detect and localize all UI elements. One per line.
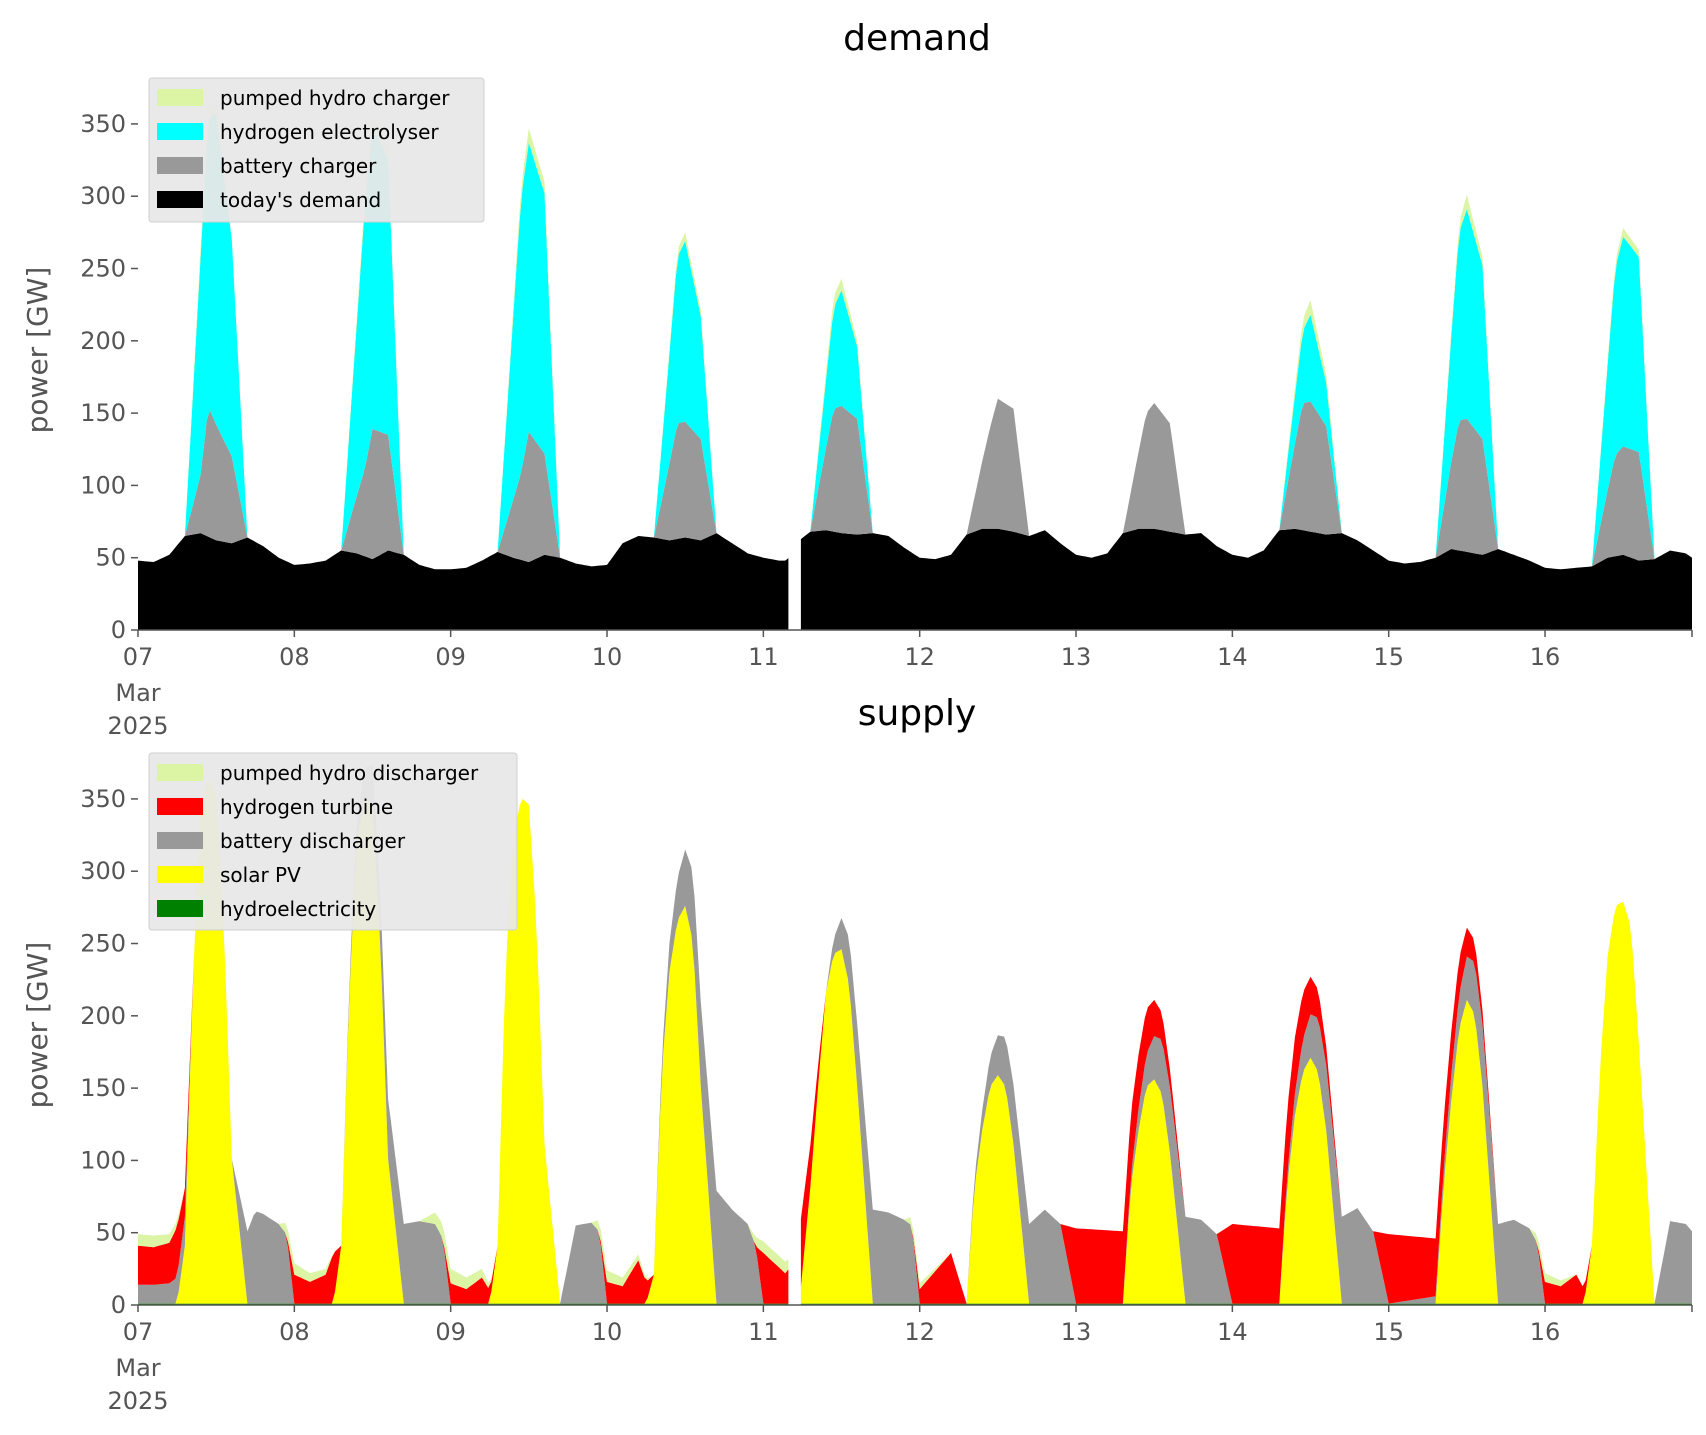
demand-y-tick-label: 0	[111, 616, 126, 644]
supply-y-tick-label: 200	[80, 1002, 126, 1030]
demand-x-tick-label: 15	[1373, 643, 1404, 671]
supply-x-tick-label: 16	[1530, 1318, 1561, 1346]
supply-y-tick-label: 350	[80, 785, 126, 813]
supply-x-tick-label: 11	[748, 1318, 779, 1346]
demand-areas	[138, 105, 1692, 630]
demand-panel: demand power [GW] 0501001502002503003500…	[21, 18, 1693, 740]
supply-legend-label-hydrogen-turbine: hydrogen turbine	[220, 795, 393, 819]
demand-x-tick-label: 08	[279, 643, 310, 671]
supply-y-tick-label: 150	[80, 1074, 126, 1102]
supply-legend-swatch-hydrogen-turbine	[157, 798, 203, 815]
supply-x-tick-label: 14	[1217, 1318, 1248, 1346]
demand-x-tick-label: 16	[1530, 643, 1561, 671]
supply-legend-box	[148, 752, 518, 931]
demand-area-today-s-demand-seg0	[138, 533, 789, 630]
supply-legend-swatch-hydroelectricity	[157, 900, 203, 917]
supply-y-tick-label: 300	[80, 857, 126, 885]
demand-ylabel: power [GW]	[21, 267, 54, 434]
demand-legend-swatch-battery-charger	[157, 157, 203, 174]
supply-panel: supply power [GW] 0501001502002503003500…	[21, 693, 1693, 1415]
demand-area-battery-charger-seg1	[800, 398, 1692, 570]
supply-title: supply	[858, 693, 977, 734]
supply-x-tick-label: 07	[123, 1318, 154, 1346]
demand-y-tick-label: 300	[80, 182, 126, 210]
supply-legend: pumped hydro discharger hydrogen turbine b…	[148, 752, 518, 931]
supply-legend-swatch-battery-discharger	[157, 832, 203, 849]
demand-y-tick-label: 100	[80, 471, 126, 499]
demand-x-tick-label: 12	[904, 643, 935, 671]
supply-x-tick-label: 12	[904, 1318, 935, 1346]
demand-y-tick-label: 50	[95, 544, 126, 572]
supply-x-tick-sublabel: Mar	[115, 1354, 160, 1382]
supply-x-tick-label: 10	[592, 1318, 623, 1346]
supply-y-tick-label: 100	[80, 1146, 126, 1174]
demand-legend-label-pumped-hydro-charger: pumped hydro charger	[220, 86, 450, 110]
demand-title: demand	[843, 18, 991, 59]
supply-area-battery-discharger-seg1	[800, 901, 1692, 1304]
demand-x-tick-label: 11	[748, 643, 779, 671]
demand-legend-box	[148, 77, 485, 223]
demand-legend-swatch-today-s-demand	[157, 191, 203, 208]
supply-x-tick-label: 08	[279, 1318, 310, 1346]
demand-area-today-s-demand-seg1	[800, 528, 1692, 630]
supply-y-tick-label: 250	[80, 930, 126, 958]
demand-legend-label-hydrogen-electrolyser: hydrogen electrolyser	[220, 120, 439, 144]
demand-legend-label-battery-charger: battery charger	[220, 154, 377, 178]
demand-y-tick-label: 350	[80, 110, 126, 138]
supply-legend-swatch-pumped-hydro-discharger	[157, 764, 203, 781]
supply-legend-label-battery-discharger: battery discharger	[220, 829, 406, 853]
supply-x-tick-label: 13	[1061, 1318, 1092, 1346]
supply-legend-label-pumped-hydro-discharger: pumped hydro discharger	[220, 761, 479, 785]
demand-x-tick-sublabel: Mar	[115, 679, 160, 707]
supply-x-tick-label: 15	[1373, 1318, 1404, 1346]
demand-legend-swatch-pumped-hydro-charger	[157, 89, 203, 106]
supply-area-battery-discharger-seg0	[138, 764, 789, 1304]
supply-area-solar-pv-seg1	[800, 901, 1692, 1304]
demand-x-tick-label: 14	[1217, 643, 1248, 671]
demand-area-hydrogen-electrolyser-seg1	[800, 209, 1692, 570]
supply-legend-label-hydroelectricity: hydroelectricity	[220, 897, 376, 921]
demand-y-tick-label: 150	[80, 399, 126, 427]
demand-legend-swatch-hydrogen-electrolyser	[157, 123, 203, 140]
demand-x-tick-label: 10	[592, 643, 623, 671]
supply-axes: 0 50 100 150 200 250 300 350 07 08 09 10 11 12 13 14 15 1…	[80, 785, 1693, 1415]
demand-x-tick-label: 09	[435, 643, 466, 671]
demand-x-tick-sublabel: 2025	[107, 712, 168, 740]
demand-y-tick-label: 200	[80, 327, 126, 355]
demand-y-tick-label: 250	[80, 255, 126, 283]
supply-legend-label-solar-pv: solar PV	[220, 863, 301, 887]
demand-axes: 0 50 100 150 200 250 300 350 07 08 09 10 11 12 13 14 15 1…	[80, 110, 1693, 740]
supply-ylabel: power [GW]	[21, 942, 54, 1109]
supply-x-tick-sublabel: 2025	[107, 1387, 168, 1415]
demand-x-tick-label: 07	[123, 643, 154, 671]
supply-y-tick-label: 50	[95, 1219, 126, 1247]
supply-legend-swatch-solar-pv	[157, 866, 203, 883]
demand-legend-label-today-s-demand: today's demand	[220, 188, 381, 212]
supply-x-tick-label: 09	[435, 1318, 466, 1346]
supply-y-tick-label: 0	[111, 1291, 126, 1319]
demand-x-tick-label: 13	[1061, 643, 1092, 671]
demand-legend: pumped hydro charger hydrogen electrolyse…	[148, 77, 485, 223]
